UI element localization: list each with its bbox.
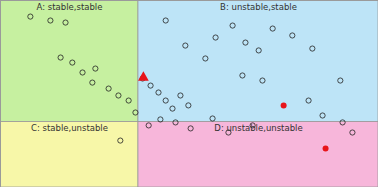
svg-text:B: unstable,stable: B: unstable,stable [220, 2, 297, 12]
svg-text:D: unstable,unstable: D: unstable,unstable [214, 123, 302, 133]
svg-text:A: stable,stable: A: stable,stable [37, 2, 103, 12]
svg-text:C: stable,unstable: C: stable,unstable [31, 123, 108, 133]
